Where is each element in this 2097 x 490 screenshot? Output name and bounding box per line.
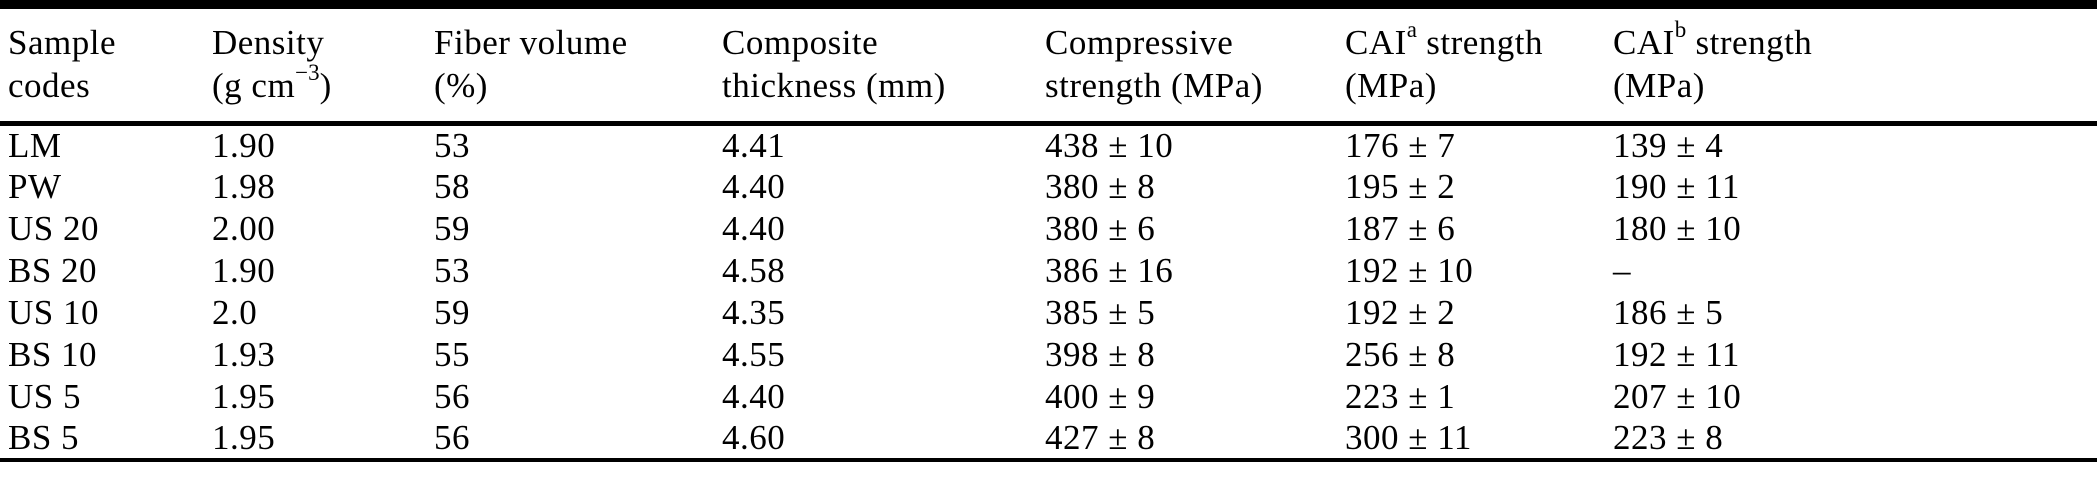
header-line-1: CAIb strength — [1613, 18, 2097, 64]
table-row: US 5 1.95 56 4.40 400 ± 9 223 ± 1 207 ± … — [0, 376, 2097, 418]
cell-fiber-volume: 55 — [434, 335, 470, 374]
cell-fiber-volume: 58 — [434, 167, 470, 206]
header-fiber-volume: Fiber volume (%) — [434, 4, 722, 126]
header-row: Sample codes Density (g cm−3) Fiber volu… — [0, 4, 2097, 126]
footnote-marker-a: a — [1406, 17, 1417, 43]
header-line-2: (%) — [434, 66, 488, 105]
cell-cai-a: 176 ± 7 — [1345, 126, 1456, 165]
cell-thickness: 4.40 — [722, 167, 786, 206]
strength-label: strength — [1686, 23, 1813, 62]
cell-thickness: 4.35 — [722, 293, 786, 332]
header-sample-codes: Sample codes — [0, 4, 212, 126]
table-row: BS 20 1.90 53 4.58 386 ± 16 192 ± 10 – — [0, 250, 2097, 292]
header-density: Density (g cm−3) — [212, 4, 434, 126]
header-line-1: Composite — [722, 23, 879, 62]
cell-cai-a: 300 ± 11 — [1345, 418, 1472, 457]
cell-cai-a: 256 ± 8 — [1345, 335, 1456, 374]
header-line-2: strength (MPa) — [1045, 66, 1263, 105]
table-row: US 20 2.00 59 4.40 380 ± 6 187 ± 6 180 ±… — [0, 208, 2097, 250]
cell-compressive-strength: 386 ± 16 — [1045, 251, 1174, 290]
cell-cai-b: 139 ± 4 — [1613, 126, 1724, 165]
cell-thickness: 4.55 — [722, 335, 786, 374]
cell-cai-a: 223 ± 1 — [1345, 377, 1456, 416]
header-composite-thickness: Composite thickness (mm) — [722, 4, 1045, 126]
cell-cai-b: 223 ± 8 — [1613, 418, 1724, 457]
cell-cai-a: 195 ± 2 — [1345, 167, 1456, 206]
header-line-2: thickness (mm) — [722, 66, 946, 105]
cell-compressive-strength: 385 ± 5 — [1045, 293, 1156, 332]
cell-thickness: 4.40 — [722, 377, 786, 416]
cell-compressive-strength: 380 ± 6 — [1045, 209, 1156, 248]
cell-thickness: 4.41 — [722, 126, 786, 165]
header-line-1: Sample — [8, 23, 116, 62]
footnote-marker-b: b — [1674, 17, 1687, 43]
cell-density: 2.0 — [212, 293, 258, 332]
cell-sample-code: LM — [8, 126, 62, 165]
cell-compressive-strength: 427 ± 8 — [1045, 418, 1156, 457]
cai-label: CAI — [1345, 23, 1407, 62]
cell-fiber-volume: 59 — [434, 209, 470, 248]
table-row: US 10 2.0 59 4.35 385 ± 5 192 ± 2 186 ± … — [0, 292, 2097, 334]
table-row: BS 10 1.93 55 4.55 398 ± 8 256 ± 8 192 ±… — [0, 334, 2097, 376]
header-cai-a-strength: CAIa strength (MPa) — [1345, 4, 1613, 126]
header-line-1: Density — [212, 23, 325, 62]
table-row: LM 1.90 53 4.41 438 ± 10 176 ± 7 139 ± 4 — [0, 124, 2097, 167]
header-line-2: (MPa) — [1345, 66, 1437, 105]
cell-cai-a: 192 ± 10 — [1345, 251, 1474, 290]
cell-sample-code: US 5 — [8, 377, 81, 416]
cell-fiber-volume: 53 — [434, 126, 470, 165]
cell-density: 1.90 — [212, 251, 276, 290]
cell-fiber-volume: 56 — [434, 418, 470, 457]
materials-properties-table: Sample codes Density (g cm−3) Fiber volu… — [0, 0, 2097, 462]
cell-cai-b: 192 ± 11 — [1613, 335, 1740, 374]
unit-text-close: ) — [319, 66, 332, 105]
cell-cai-b: 190 ± 11 — [1613, 167, 1740, 206]
cell-density: 1.98 — [212, 167, 276, 206]
unit-exponent: −3 — [295, 60, 320, 86]
unit-text: (g cm — [212, 66, 296, 105]
cell-thickness: 4.40 — [722, 209, 786, 248]
cell-cai-b: 180 ± 10 — [1613, 209, 1742, 248]
cell-fiber-volume: 53 — [434, 251, 470, 290]
cell-fiber-volume: 59 — [434, 293, 470, 332]
cell-cai-b: 207 ± 10 — [1613, 377, 1742, 416]
cell-sample-code: US 10 — [8, 293, 99, 332]
cell-density: 1.95 — [212, 377, 276, 416]
header-cai-b-strength: CAIb strength (MPa) — [1613, 4, 2097, 126]
cell-cai-b: – — [1613, 251, 1631, 290]
cell-sample-code: PW — [8, 167, 62, 206]
table-header: Sample codes Density (g cm−3) Fiber volu… — [0, 4, 2097, 126]
cell-compressive-strength: 438 ± 10 — [1045, 126, 1174, 165]
cell-cai-a: 192 ± 2 — [1345, 293, 1456, 332]
strength-label: strength — [1417, 23, 1544, 62]
cell-density: 1.95 — [212, 418, 276, 457]
header-line-1: CAIa strength — [1345, 18, 1613, 64]
table-row: BS 5 1.95 56 4.60 427 ± 8 300 ± 11 223 ±… — [0, 418, 2097, 460]
cell-compressive-strength: 398 ± 8 — [1045, 335, 1156, 374]
cell-thickness: 4.60 — [722, 418, 786, 457]
cell-density: 2.00 — [212, 209, 276, 248]
header-line-2: (g cm−3) — [212, 61, 434, 107]
header-line-1: Fiber volume — [434, 23, 628, 62]
header-line-1: Compressive — [1045, 23, 1234, 62]
cell-density: 1.90 — [212, 126, 276, 165]
cell-cai-b: 186 ± 5 — [1613, 293, 1724, 332]
table-row: PW 1.98 58 4.40 380 ± 8 195 ± 2 190 ± 11 — [0, 166, 2097, 208]
cell-sample-code: BS 10 — [8, 335, 98, 374]
cell-sample-code: US 20 — [8, 209, 99, 248]
cell-thickness: 4.58 — [722, 251, 786, 290]
cell-sample-code: BS 5 — [8, 418, 80, 457]
cell-sample-code: BS 20 — [8, 251, 98, 290]
cell-cai-a: 187 ± 6 — [1345, 209, 1456, 248]
header-line-2: codes — [8, 66, 91, 105]
cell-compressive-strength: 380 ± 8 — [1045, 167, 1156, 206]
header-line-2: (MPa) — [1613, 66, 1705, 105]
table-body: LM 1.90 53 4.41 438 ± 10 176 ± 7 139 ± 4… — [0, 124, 2097, 461]
cai-label: CAI — [1613, 23, 1675, 62]
cell-density: 1.93 — [212, 335, 276, 374]
cell-fiber-volume: 56 — [434, 377, 470, 416]
cell-compressive-strength: 400 ± 9 — [1045, 377, 1156, 416]
header-compressive-strength: Compressive strength (MPa) — [1045, 4, 1345, 126]
